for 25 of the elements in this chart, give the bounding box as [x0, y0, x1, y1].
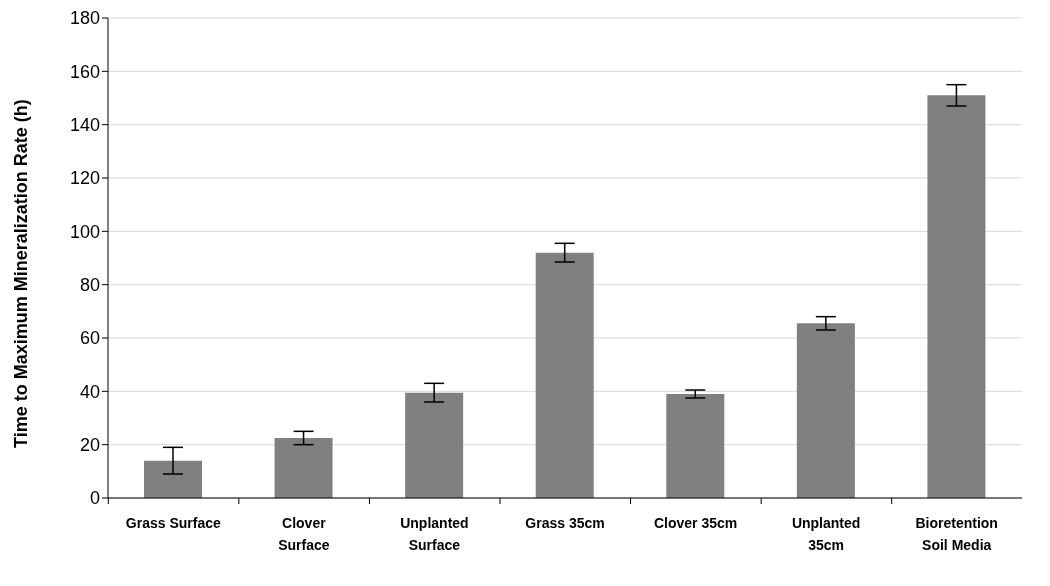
x-tick-label: Grass Surface: [125, 514, 221, 531]
y-tick-label: 140: [69, 115, 100, 136]
y-tick-label: 40: [79, 381, 100, 402]
y-tick-label: 180: [69, 8, 100, 29]
bar: [405, 392, 464, 498]
x-tick-label: Unplanted Surface: [400, 514, 469, 553]
bar: [927, 95, 986, 498]
x-tick-label: Clover 35cm: [653, 514, 738, 531]
x-tick-label: Unplanted 35cm: [791, 514, 861, 553]
bar: [666, 394, 725, 498]
bar: [535, 252, 594, 498]
bar: [796, 323, 855, 498]
x-tick-label: Grass 35cm: [525, 514, 605, 531]
y-tick-label: 0: [89, 488, 100, 509]
x-tick-label: Bioretention Soil Media: [915, 514, 998, 553]
y-tick-label: 80: [79, 275, 100, 296]
y-axis-title: Time to Maximum Mineralization Rate (h): [11, 99, 32, 448]
y-tick-label: 100: [69, 221, 100, 242]
y-tick-label: 20: [79, 435, 100, 456]
y-tick-label: 120: [69, 168, 100, 189]
y-tick-label: 60: [79, 328, 100, 349]
bar: [144, 460, 202, 498]
y-tick-label: 160: [69, 61, 100, 82]
bar: [274, 438, 333, 498]
x-tick-label: Clover Surface: [278, 514, 330, 553]
